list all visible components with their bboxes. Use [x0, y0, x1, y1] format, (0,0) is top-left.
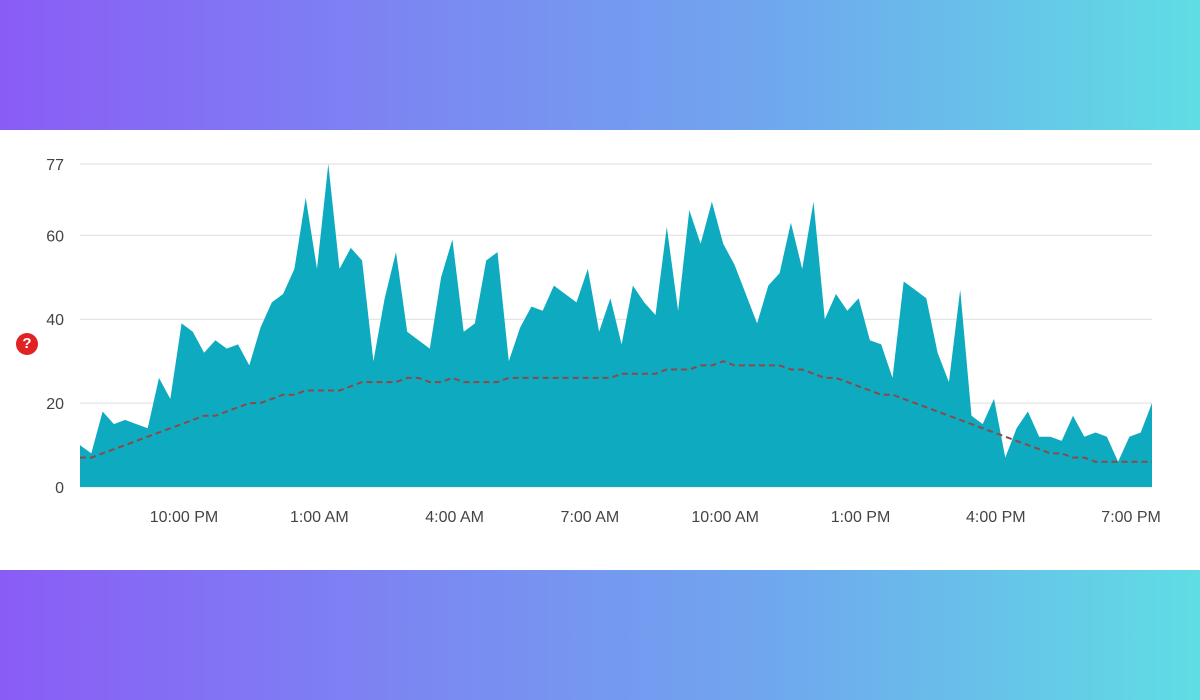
x-tick-label: 1:00 PM — [831, 509, 891, 526]
x-tick-label: 4:00 AM — [425, 509, 484, 526]
x-tick-label: 7:00 PM — [1101, 509, 1161, 526]
x-tick-label: 10:00 AM — [691, 509, 759, 526]
x-tick-label: 1:00 AM — [290, 509, 349, 526]
chart-panel: 0 20 40 60 77 10:00 PM 1:00 AM 4:00 AM 7:00 AM 10… — [0, 130, 1200, 570]
area-chart: 0 20 40 60 77 10:00 PM 1:00 AM 4:00 AM 7:00 AM 10… — [46, 157, 1161, 526]
x-tick-label: 10:00 PM — [150, 509, 218, 526]
help-icon[interactable]: ? — [16, 333, 38, 355]
area-series — [80, 164, 1152, 487]
trend-line — [80, 360, 1152, 463]
y-tick-label: 60 — [46, 228, 64, 245]
y-tick-label: 77 — [46, 157, 64, 174]
x-tick-label: 7:00 AM — [561, 509, 620, 526]
y-tick-label: 0 — [55, 480, 64, 497]
y-tick-label: 40 — [46, 312, 64, 329]
x-tick-label: 4:00 PM — [966, 509, 1026, 526]
y-tick-label: 20 — [46, 396, 64, 413]
